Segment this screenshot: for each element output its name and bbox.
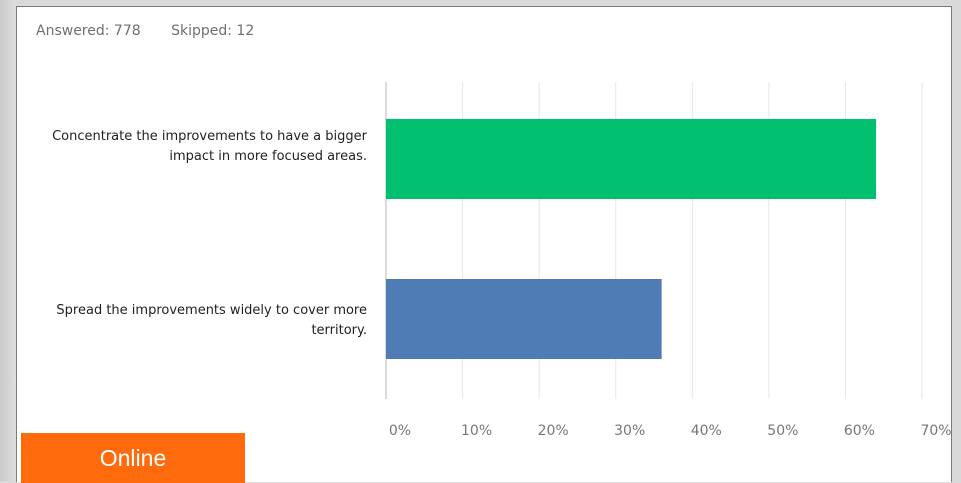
bar-1[interactable] [386,279,662,359]
x-tick-label-70: 70% [920,423,951,439]
x-tick-label-30: 30% [614,423,645,439]
x-tick-label-60: 60% [844,423,875,439]
x-tick-label-20: 20% [538,423,569,439]
bar-0[interactable] [386,119,877,199]
x-tick-label-50: 50% [767,423,798,439]
chart-panel: Answered: 778 Skipped: 12 Concentrate th… [16,6,952,483]
bar-chart: 0% 10% 20% 30% 40% 50% 60% 70% [385,82,952,439]
category-label-spread: Spread the improvements widely to cover … [56,303,367,338]
online-badge: Online [21,433,245,483]
x-tick-label-10: 10% [461,423,492,439]
category-label-concentrate: Concentrate the improvements to have a b… [52,129,367,164]
response-stats: Answered: 778 Skipped: 12 [36,23,280,39]
x-tick-label-40: 40% [691,423,722,439]
skipped-count: Skipped: 12 [171,23,255,39]
answered-count: Answered: 778 [36,23,141,39]
x-tick-label-0: 0% [389,423,411,439]
left-edge-shade [0,0,16,481]
